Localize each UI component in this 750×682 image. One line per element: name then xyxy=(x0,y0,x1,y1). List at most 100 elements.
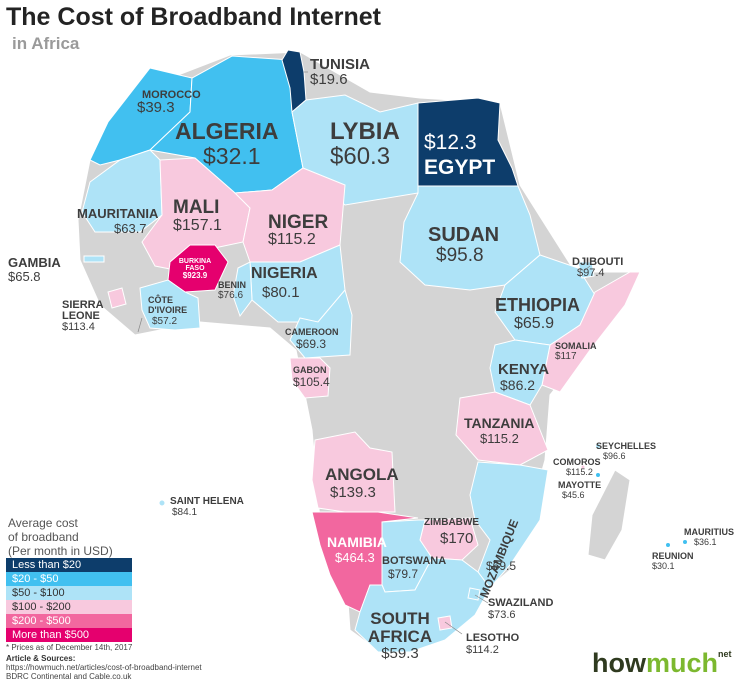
region-swaziland xyxy=(467,587,481,601)
label-mauritania-value: $63.7 xyxy=(114,221,147,236)
saint-helena-dot xyxy=(158,499,166,507)
source-url[interactable]: https://howmuch.net/articles/cost-of-bro… xyxy=(6,663,202,672)
region-tunisia xyxy=(281,49,307,114)
label-ethiopia-value: $65.9 xyxy=(514,315,555,332)
legend-title-line1: Average cost xyxy=(8,516,78,530)
label-gambia-name: GAMBIA xyxy=(8,255,61,270)
label-mauritius-name: MAURITIUS xyxy=(684,527,734,537)
label-somalia-name: SOMALIA xyxy=(555,341,597,351)
region-sierra-leone xyxy=(107,287,127,309)
legend-item-gt500: More than $500 xyxy=(6,628,132,642)
legend-item-20-50: $20 - $50 xyxy=(6,572,132,586)
label-cameroon-name: CAMEROON xyxy=(285,327,339,337)
label-gabon-value: $105.4 xyxy=(293,375,330,389)
label-nigeria-name: NIGERIA xyxy=(251,265,318,282)
region-kenya xyxy=(489,339,551,406)
label-cameroon-value: $69.3 xyxy=(296,337,327,351)
comoros-dot xyxy=(580,464,586,470)
label-zimbabwe-value: $170 xyxy=(440,530,474,547)
legend-item-100-200: $100 - $200 xyxy=(6,600,132,614)
legend-title-line2: of broadband xyxy=(8,530,79,544)
label-comoros-name: COMOROS xyxy=(553,457,601,467)
label-gambia-value: $65.8 xyxy=(8,269,41,284)
label-burkina-name-1: BURKINA xyxy=(178,258,212,265)
label-morocco-name: MOROCCO xyxy=(142,89,201,101)
region-tanzania xyxy=(455,391,549,466)
footnote: * Prices as of December 14th, 2017 xyxy=(6,643,133,652)
legend-item-50-100: $50 - $100 xyxy=(6,586,132,600)
label-sudan-name: SUDAN xyxy=(428,224,500,246)
region-benin xyxy=(232,261,253,318)
label-nigeria-value: $80.1 xyxy=(262,284,300,301)
region-sudan xyxy=(399,185,541,291)
label-angola-value: $139.3 xyxy=(330,484,376,501)
label-south-africa-value: $59.3 xyxy=(381,645,419,662)
label-mozambique-value: $69.5 xyxy=(486,559,517,573)
label-tunisia-value: $19.6 xyxy=(310,71,348,88)
label-south-africa-name-2: AFRICA xyxy=(367,627,433,646)
mauritius-dot xyxy=(682,539,688,545)
label-niger-name: NIGER xyxy=(268,212,329,233)
label-sierra-leone-name-1: SIERRA xyxy=(62,299,104,311)
howmuch-logo: howmuchnet xyxy=(592,650,732,677)
logo-part-how: how xyxy=(592,648,646,678)
region-south-africa xyxy=(354,557,491,653)
label-gabon-name: GABON xyxy=(293,365,327,375)
label-benin-value: $76.6 xyxy=(218,290,244,301)
madagascar xyxy=(587,469,631,561)
label-egypt-name: EGYPT xyxy=(424,156,496,179)
label-kenya-name: KENYA xyxy=(498,361,550,378)
source-line2: BDRC Continental and Cable.co.uk xyxy=(6,672,132,681)
label-swaziland-name: SWAZILAND xyxy=(488,597,554,609)
label-morocco-value: $39.3 xyxy=(137,99,175,116)
label-algeria-name: ALGERIA xyxy=(175,118,279,144)
region-somalia xyxy=(541,271,641,393)
reunion-dot xyxy=(665,542,671,548)
label-lesotho-name: LESOTHO xyxy=(466,632,520,644)
label-tunisia-name: TUNISIA xyxy=(310,56,370,73)
map-subtitle: in Africa xyxy=(12,34,80,53)
label-djibouti-value: $97.4 xyxy=(577,267,605,279)
label-seychelles-name: SEYCHELLES xyxy=(596,441,657,451)
label-reunion-name: REUNION xyxy=(652,551,694,561)
label-burkina-name-2: FASO xyxy=(185,265,205,272)
label-egypt-value: $12.3 xyxy=(424,131,477,154)
label-mayotte-value: $45.6 xyxy=(562,490,585,500)
region-cameroon xyxy=(289,288,353,359)
region-angola xyxy=(311,431,396,513)
map-title: The Cost of Broadband Internet xyxy=(6,3,381,31)
label-burkina-value: $923.9 xyxy=(182,271,208,280)
label-sudan-value: $95.8 xyxy=(436,245,484,266)
label-sierra-leone-name-2: LEONE xyxy=(62,310,100,322)
label-kenya-value: $86.2 xyxy=(500,377,536,393)
sources-heading: Article & Sources: xyxy=(6,654,76,663)
label-mali-value: $157.1 xyxy=(173,217,222,234)
label-ethiopia-name: ETHIOPIA xyxy=(495,295,581,315)
label-niger-value: $115.2 xyxy=(268,231,316,248)
label-namibia-value: $464.3 xyxy=(335,550,375,565)
region-gambia xyxy=(83,255,105,263)
label-saint-helena-value: $84.1 xyxy=(172,507,198,518)
label-sierra-leone-value: $113.4 xyxy=(62,321,95,333)
label-tanzania-value: $115.2 xyxy=(480,431,519,446)
label-tanzania-name: TANZANIA xyxy=(464,415,535,431)
label-botswana-value: $79.7 xyxy=(388,567,419,581)
label-lesotho-value: $114.2 xyxy=(466,644,499,656)
label-mali-name: MALI xyxy=(173,197,220,218)
seychelles-dot xyxy=(595,443,601,449)
label-seychelles-value: $96.6 xyxy=(603,451,626,461)
label-somalia-value: $117 xyxy=(555,351,577,362)
label-cote-divoire-name-1: CÔTE xyxy=(148,295,174,305)
label-swaziland-value: $73.6 xyxy=(488,609,516,621)
label-namibia-name: NAMIBIA xyxy=(327,534,387,550)
label-reunion-value: $30.1 xyxy=(652,561,675,571)
label-comoros-value: $115.2 xyxy=(566,467,593,477)
label-mayotte-name: MAYOTTE xyxy=(558,480,602,490)
label-benin-name: BENIN xyxy=(218,280,247,290)
label-cote-divoire-value: $57.2 xyxy=(152,316,178,327)
logo-part-much: much xyxy=(646,648,719,678)
label-saint-helena-name: SAINT HELENA xyxy=(170,496,244,507)
leader-lines xyxy=(137,71,591,635)
label-angola-name: ANGOLA xyxy=(325,465,399,484)
